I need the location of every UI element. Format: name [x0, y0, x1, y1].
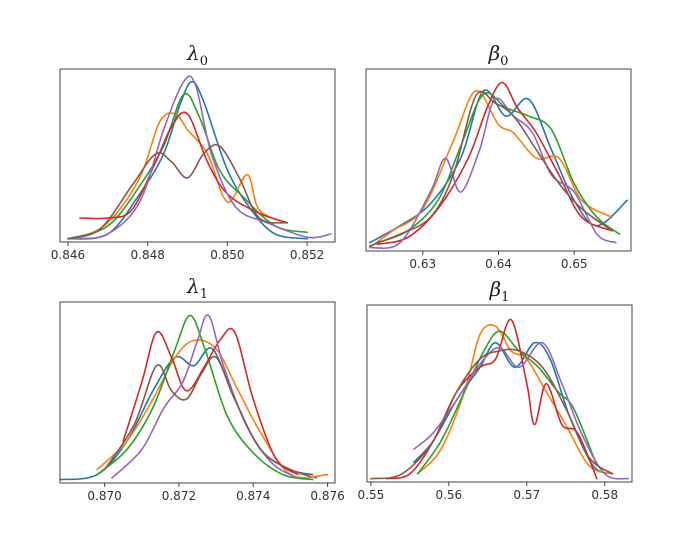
x-tick-label: 0.850	[210, 248, 244, 262]
x-tick-label: 0.846	[51, 248, 85, 262]
panel-3: λ1 0.870 0.872 0.874 0.876	[59, 274, 345, 503]
x-tick-label: 0.852	[290, 248, 324, 262]
series-line-chain-4	[79, 111, 288, 224]
series-line-chain-6	[369, 90, 613, 247]
panel-4: β1 0.55 0.56 0.57 0.58	[358, 277, 633, 502]
series-line-chain-5	[369, 97, 617, 250]
series-line-chain-1	[369, 89, 628, 244]
x-tick-label: 0.58	[591, 488, 618, 502]
series-line-chain-3	[96, 314, 314, 481]
series-line-chain-2	[96, 339, 329, 479]
series-line-chain-2	[416, 324, 614, 475]
x-tick-label: 0.870	[87, 489, 121, 503]
axes-frame	[366, 304, 633, 483]
x-tick-label: 0.874	[236, 489, 270, 503]
x-tick-label: 0.55	[358, 488, 385, 502]
series-line-chain-4	[385, 318, 598, 480]
axes-frame	[59, 301, 336, 484]
series-line-chain-3	[376, 92, 621, 244]
x-tick-label: 0.848	[131, 248, 165, 262]
panel-2: β0 0.63 0.64 0.65	[365, 41, 632, 271]
x-tick-label: 0.876	[310, 489, 344, 503]
series-line-chain-6	[103, 355, 314, 476]
panel-title: β1	[489, 277, 510, 305]
x-tick-label: 0.57	[513, 488, 540, 502]
series-line-chain-3	[416, 330, 598, 475]
x-tick-label: 0.872	[162, 489, 196, 503]
x-tick-label: 0.65	[561, 257, 588, 271]
series-line-chain-5	[111, 314, 299, 479]
panel-title: β0	[488, 41, 509, 69]
series-line-chain-2	[75, 112, 288, 240]
series-line-chain-6	[370, 348, 614, 480]
x-tick-label: 0.56	[435, 488, 462, 502]
x-tick-label: 0.63	[409, 257, 436, 271]
panel-1: λ0 0.846 0.848 0.850 0.852	[51, 41, 336, 262]
panel-title: λ0	[186, 41, 208, 69]
series-line-chain-2	[369, 90, 613, 249]
axes-frame	[59, 68, 336, 243]
x-tick-label: 0.64	[485, 257, 512, 271]
series-line-chain-1	[67, 80, 308, 240]
series-line-chain-6	[67, 143, 288, 240]
series-line-chain-5	[75, 75, 332, 240]
series-line-chain-5	[413, 341, 629, 480]
series-line-chain-1	[413, 341, 614, 475]
series-line-chain-4	[122, 327, 299, 476]
panel-title: λ1	[186, 274, 208, 302]
